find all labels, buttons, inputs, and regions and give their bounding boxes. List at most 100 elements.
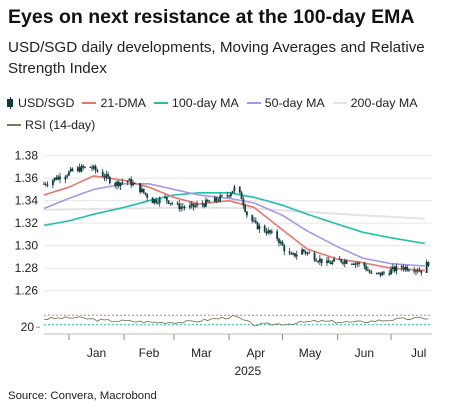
- legend-item-rsi: RSI (14-day): [7, 118, 95, 132]
- candle-body: [356, 263, 359, 265]
- x-tick-label: Jan: [87, 346, 106, 360]
- rsi-panel: [43, 314, 432, 327]
- candle-body: [57, 176, 60, 180]
- candle-body: [390, 269, 392, 275]
- candle-body: [103, 176, 106, 178]
- candle-body: [205, 199, 207, 207]
- candle-body: [407, 270, 410, 272]
- candle-body: [68, 171, 70, 176]
- candle-body: [242, 199, 245, 206]
- candle-body: [251, 215, 254, 221]
- candle-body: [132, 183, 134, 186]
- candle-body: [190, 203, 193, 206]
- candle-body: [96, 170, 99, 172]
- candle-body: [238, 186, 241, 193]
- candle-body: [221, 195, 223, 197]
- candle-body: [240, 192, 243, 200]
- candle-body: [46, 184, 49, 186]
- legend-label-usdsgd: USD/SGD: [18, 96, 75, 110]
- candle-body: [404, 266, 407, 270]
- candle-body: [354, 263, 357, 265]
- candle-body: [233, 186, 236, 192]
- candle-body: [133, 183, 136, 185]
- legend-label-rsi: RSI (14-day): [25, 118, 96, 132]
- y-tick-label: 1.34: [15, 194, 39, 208]
- line-swatch-21dma: [82, 102, 97, 104]
- candle-body: [352, 263, 355, 265]
- candle-body: [176, 203, 179, 205]
- candle-body: [269, 230, 271, 233]
- candle-body: [165, 196, 168, 201]
- legend-label-21dma: 21-DMA: [100, 96, 146, 110]
- candle-body: [295, 254, 298, 257]
- candle-body: [114, 183, 117, 186]
- candle-body: [393, 266, 396, 272]
- candle-body: [76, 167, 79, 171]
- candle-body: [140, 188, 143, 193]
- candle-body: [283, 245, 286, 252]
- candle-body: [425, 262, 428, 273]
- candle-body: [208, 201, 211, 203]
- series-line-200-day-ma: [43, 206, 425, 220]
- y-tick-label: 1.36: [15, 171, 39, 185]
- candle-body: [416, 270, 419, 272]
- candle-body: [420, 270, 423, 273]
- candle-body: [142, 188, 145, 193]
- candle-body: [427, 262, 430, 266]
- candle-body: [217, 200, 220, 202]
- candle-body: [345, 260, 348, 264]
- candle-body: [302, 249, 305, 252]
- candle-body: [244, 205, 247, 212]
- candle-body: [370, 272, 373, 274]
- candle-body: [119, 182, 122, 187]
- candle-body: [358, 262, 360, 264]
- candle-body: [180, 206, 182, 210]
- candle-body: [270, 231, 273, 233]
- candle-body: [379, 272, 382, 276]
- candle-body: [53, 177, 56, 181]
- candle-body: [139, 183, 142, 193]
- candle-body: [229, 193, 232, 197]
- candle-body: [89, 166, 92, 168]
- x-tick-label: Jul: [411, 346, 426, 360]
- candle-body: [415, 270, 417, 272]
- candle-body: [331, 261, 334, 265]
- legend: USD/SGD 21-DMA 100-day MA 50-day MA 200-…: [7, 92, 453, 136]
- y-tick-label: 1.38: [15, 149, 39, 163]
- candle-body: [213, 197, 216, 202]
- candle-body: [383, 272, 385, 274]
- candle-body: [69, 168, 72, 172]
- candle-body: [71, 168, 74, 171]
- candle-body: [338, 258, 341, 260]
- chart-svg: 1.38 1.36 1.34 1.32 1.30 1.28 1.26 Jan Feb Mar Apr…: [15, 149, 432, 378]
- x-tick-label: Feb: [139, 346, 160, 360]
- candle-body: [279, 241, 282, 244]
- candle-body: [228, 195, 231, 197]
- candle-body: [402, 267, 405, 270]
- candle-body: [164, 196, 166, 198]
- candle-body: [94, 166, 97, 171]
- candle-body: [226, 195, 229, 197]
- candle-body: [183, 207, 186, 209]
- candle-body: [107, 174, 109, 177]
- legend-item-21dma: 21-DMA: [82, 96, 146, 110]
- candle-body: [253, 220, 255, 222]
- candle-body: [388, 273, 391, 275]
- candle-body: [318, 258, 321, 262]
- candle-body: [192, 203, 195, 207]
- candle-body: [219, 195, 222, 201]
- x-tick-label: May: [299, 346, 322, 360]
- candle-body: [158, 197, 161, 204]
- candle-body: [363, 262, 366, 267]
- candle-body: [333, 258, 336, 262]
- candle-body: [258, 225, 261, 230]
- line-swatch-rsi: [7, 124, 21, 126]
- series-line-100-day-ma: [43, 192, 426, 245]
- candle-body: [351, 263, 353, 265]
- candle-body: [59, 176, 61, 180]
- candle-body: [108, 176, 111, 184]
- candle-body: [91, 167, 93, 169]
- x-axis-label: 2025: [234, 364, 261, 378]
- chart-subtitle: USD/SGD daily developments, Moving Avera…: [8, 39, 425, 77]
- candle-body: [327, 260, 330, 263]
